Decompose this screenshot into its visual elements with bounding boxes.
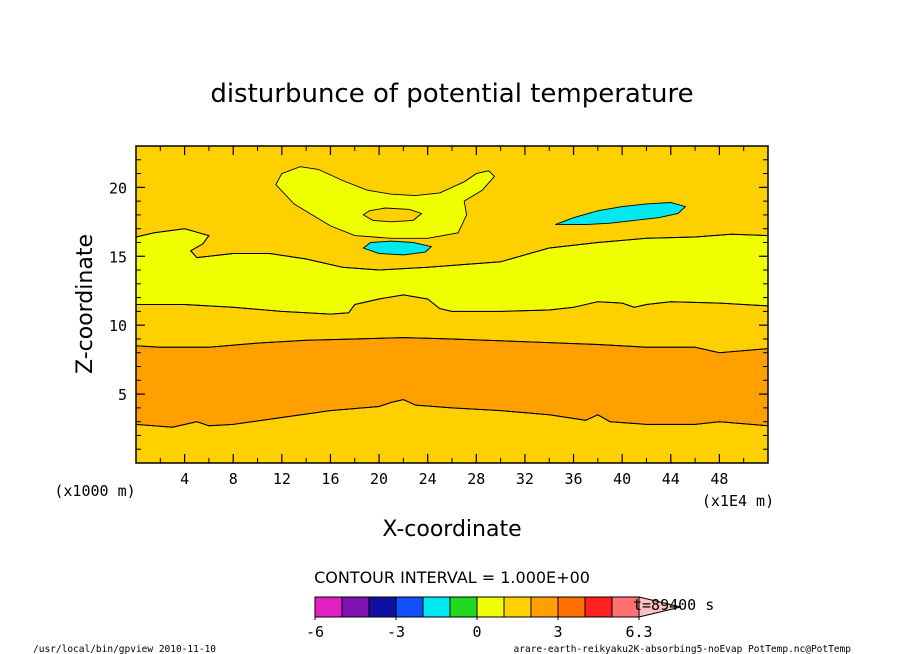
colorbar-bin [395,596,424,618]
x-tick-label: 48 [710,470,728,488]
x-tick-label: 12 [273,470,291,488]
x-tick-label: 8 [229,470,238,488]
contour-region-band-neg1-to-neg2-center [362,240,433,256]
footer-left: /usr/local/bin/gpview 2010-11-10 [33,644,216,654]
y-tick-label: 15 [109,248,127,266]
colorbar-label: -6 [306,623,324,641]
contour-line [136,399,768,428]
contour-region-band-neg1-to-neg2-right [555,202,687,226]
contour-region-band-0-to-1-upper [275,166,496,239]
contour-line [136,337,768,354]
x-tick-label: 16 [321,470,339,488]
x-tick-label: 40 [613,470,631,488]
colorbar-label: 6.3 [625,623,652,641]
colorbar-bin [503,596,532,618]
colorbar-label: 0 [472,623,481,641]
x-tick-label: 20 [370,470,388,488]
colorbar-bin [422,596,451,618]
y-tick-label: 20 [109,179,127,197]
y-tick-label: 5 [118,386,127,404]
x-tick-label: 24 [419,470,437,488]
colorbar-bin [368,596,397,618]
footer-right: arare-earth-reikyaku2K-absorbing5-noEvap… [514,644,852,654]
colorbar-bin [314,596,343,618]
x-tick-label: 36 [565,470,583,488]
colorbar-triangle [638,596,682,618]
colorbar-bin [449,596,478,618]
colorbar-bin [584,596,613,618]
x-tick-label: 32 [516,470,534,488]
x-tick-label: 44 [662,470,680,488]
colorbar: -6 -3 0 3 6.3 [306,596,682,641]
contour-line [136,228,768,271]
y-axis-label: Z-coordinate [73,234,98,374]
contour-interval-text: CONTOUR INTERVAL = 1.000E+00 [314,568,590,587]
plot-area [135,145,769,464]
colorbar-bin [530,596,559,618]
chart-title: disturbunce of potential temperature [210,79,693,109]
x-tick-label: 28 [467,470,485,488]
y-tick-label: 10 [109,317,127,335]
y-unit-label: (x1000 m) [54,482,135,500]
contour-line [136,294,768,315]
x-tick-label: 4 [180,470,189,488]
y-tick-labels: 5 10 15 20 [109,179,127,404]
colorbar-bin [476,596,505,618]
colorbar-bin [557,596,586,618]
colorbar-bin [341,596,370,618]
colorbar-label: 3 [553,623,562,641]
x-unit-label: (x1E4 m) [702,492,774,510]
time-label: t=89400 s [633,596,714,614]
colorbar-label: -3 [387,623,405,641]
x-axis-label: X-coordinate [382,517,521,542]
x-tick-labels: 4 8 12 16 20 24 28 32 36 40 44 48 [180,470,728,488]
contour-region-band-1-to-2-upper [362,207,423,223]
